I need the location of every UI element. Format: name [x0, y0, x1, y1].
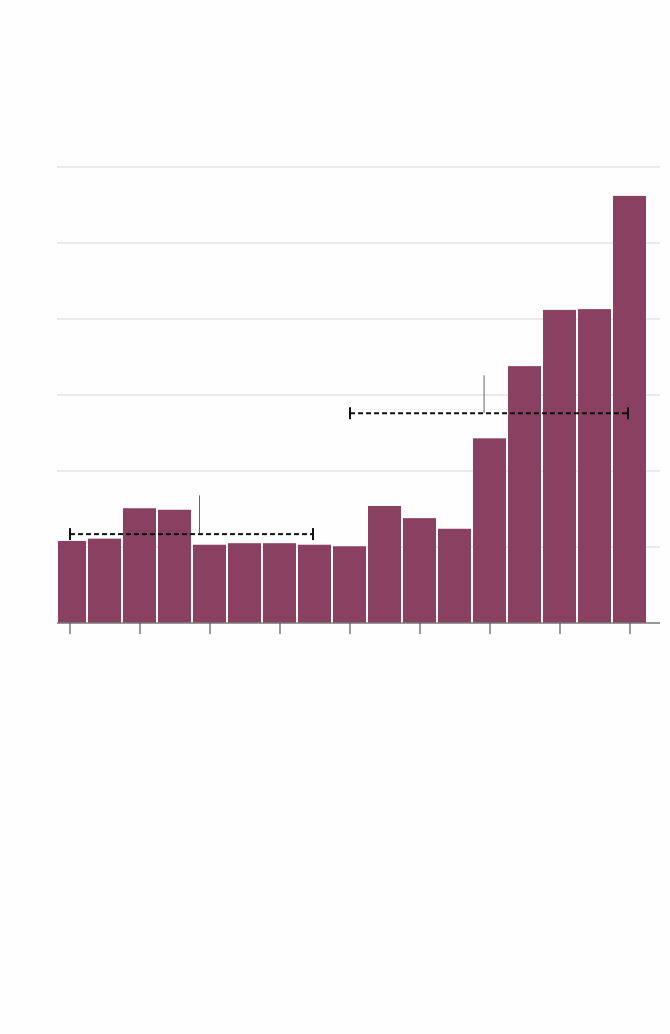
bar [263, 543, 296, 623]
bar [438, 528, 471, 623]
bar [123, 508, 156, 623]
annotations [69, 375, 629, 541]
bar [333, 546, 366, 623]
bar [158, 509, 191, 623]
bars [58, 195, 646, 623]
bar [473, 438, 506, 623]
bar [228, 543, 261, 623]
bar [578, 309, 611, 623]
bar [368, 505, 401, 623]
bar [543, 309, 576, 623]
bar [613, 195, 646, 623]
bar [88, 538, 121, 623]
bar [58, 540, 86, 623]
bar [508, 366, 541, 623]
bar [193, 544, 226, 623]
bar [403, 518, 436, 623]
x-axis [57, 622, 660, 634]
bar [298, 544, 331, 623]
